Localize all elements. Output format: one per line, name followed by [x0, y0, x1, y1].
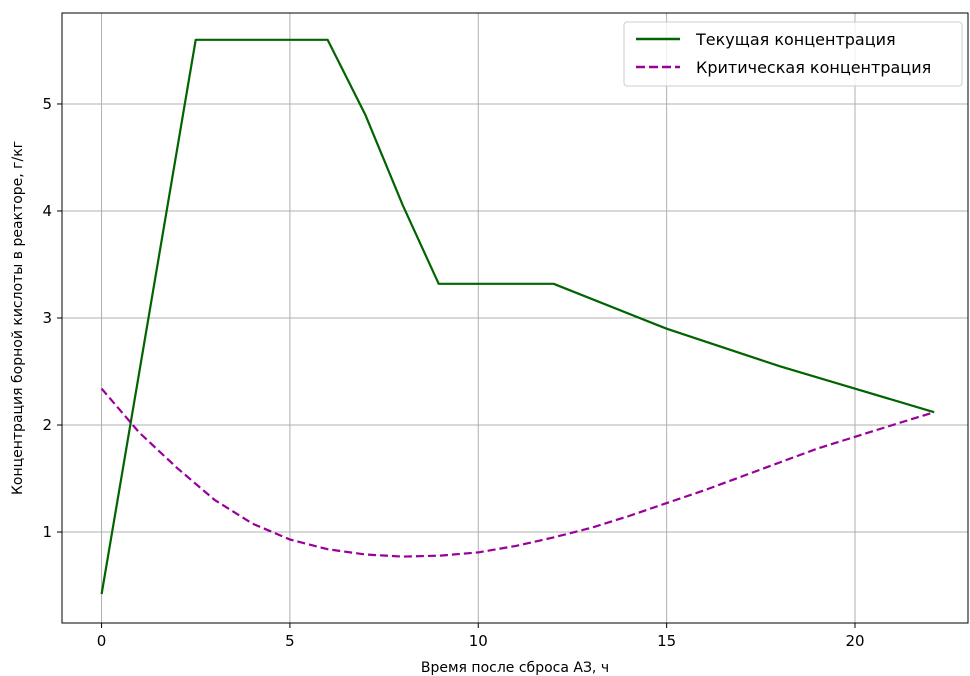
y-tick-label: 5	[42, 95, 52, 113]
ticks: 0 5 10 15 20 1 2 3 4 5	[42, 95, 864, 650]
x-tick-label: 20	[845, 632, 864, 650]
y-tick-label: 1	[42, 523, 52, 541]
legend-label-critical: Критическая концентрация	[696, 58, 931, 77]
series-line-0	[100, 38, 935, 595]
legend-box	[623, 21, 963, 87]
legend: Текущая концентрация Критическая концент…	[623, 21, 963, 87]
y-tick-label: 4	[42, 202, 52, 220]
y-tick-label: 2	[42, 416, 52, 434]
y-axis-label: Концентрация борной кислоты в реакторе, …	[10, 141, 26, 495]
series-group	[100, 38, 935, 595]
grid	[62, 13, 968, 623]
x-tick-label: 5	[285, 632, 295, 650]
x-tick-label: 15	[657, 632, 676, 650]
y-tick-label: 3	[42, 309, 52, 327]
legend-label-current: Текущая концентрация	[695, 30, 896, 49]
x-axis-label: Время после сброса АЗ, ч	[421, 660, 609, 676]
x-tick-label: 10	[469, 632, 488, 650]
x-tick-label: 0	[97, 632, 107, 650]
series-line-1	[100, 387, 935, 558]
